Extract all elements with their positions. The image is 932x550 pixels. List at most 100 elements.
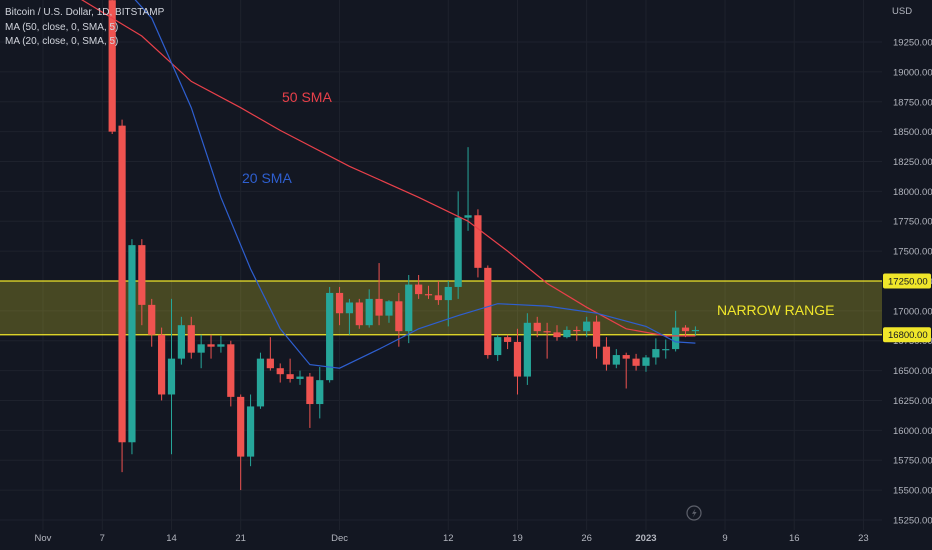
candle[interactable] bbox=[276, 363, 284, 383]
candle[interactable] bbox=[415, 275, 423, 299]
candle[interactable] bbox=[326, 286, 334, 383]
candle[interactable] bbox=[583, 316, 591, 338]
candle-body bbox=[197, 344, 205, 353]
candle[interactable] bbox=[484, 265, 492, 359]
candle[interactable] bbox=[533, 316, 541, 338]
y-tick-label: 17500.00 bbox=[893, 247, 932, 258]
ma20-legend[interactable]: MA (20, close, 0, SMA, 5) bbox=[5, 36, 119, 47]
candle[interactable] bbox=[454, 191, 462, 299]
tradingview-logo-icon[interactable] bbox=[686, 505, 702, 521]
candle-body bbox=[612, 355, 620, 365]
candle[interactable] bbox=[128, 239, 136, 455]
ma20-line[interactable] bbox=[43, 0, 696, 369]
y-tick-label: 16250.00 bbox=[893, 396, 932, 407]
candle-body bbox=[286, 374, 294, 379]
candle[interactable] bbox=[306, 372, 314, 428]
candle[interactable] bbox=[405, 275, 413, 344]
y-tick-label: 19250.00 bbox=[893, 38, 932, 49]
x-tick-label: Nov bbox=[35, 533, 52, 544]
candle[interactable] bbox=[237, 394, 245, 491]
candle[interactable] bbox=[434, 280, 442, 305]
y-tick-label: 15750.00 bbox=[893, 456, 932, 467]
candle[interactable] bbox=[316, 367, 324, 419]
candle[interactable] bbox=[197, 334, 205, 369]
price-axis[interactable]: USD 19250.00 19000.00 18750.00 18500.00 1825… bbox=[882, 0, 932, 550]
candle[interactable] bbox=[632, 353, 640, 371]
candle[interactable] bbox=[592, 315, 601, 359]
candle[interactable] bbox=[464, 147, 472, 231]
candle[interactable] bbox=[573, 326, 581, 341]
candle[interactable] bbox=[513, 328, 522, 395]
candle[interactable] bbox=[523, 313, 531, 385]
y-tick-label: 16500.00 bbox=[893, 366, 932, 377]
candle[interactable] bbox=[158, 327, 166, 401]
candle-body bbox=[415, 284, 423, 295]
candle-body bbox=[335, 292, 344, 314]
candle[interactable] bbox=[681, 325, 690, 338]
candle[interactable] bbox=[207, 334, 215, 359]
candle[interactable] bbox=[246, 394, 255, 467]
candle[interactable] bbox=[286, 358, 294, 383]
candle[interactable] bbox=[553, 325, 561, 341]
candle-body bbox=[592, 321, 601, 347]
candle[interactable] bbox=[395, 292, 403, 347]
candle-body bbox=[543, 331, 551, 333]
candle[interactable] bbox=[424, 285, 433, 299]
price-axis-marker[interactable]: 16800.00 bbox=[883, 327, 931, 343]
candle-body bbox=[316, 380, 324, 405]
candle[interactable] bbox=[642, 355, 650, 372]
candle-body bbox=[138, 245, 146, 305]
candle[interactable] bbox=[227, 340, 235, 407]
candle[interactable] bbox=[148, 298, 156, 347]
candle[interactable] bbox=[503, 334, 512, 350]
candle[interactable] bbox=[256, 352, 265, 409]
ma50-legend[interactable]: MA (50, close, 0, SMA, 5) bbox=[5, 21, 119, 33]
candle[interactable] bbox=[335, 286, 344, 326]
candle-body bbox=[513, 341, 522, 377]
candle[interactable] bbox=[345, 298, 354, 335]
y-tick-label: 16000.00 bbox=[893, 426, 932, 437]
candle[interactable] bbox=[474, 209, 482, 278]
candle-body bbox=[464, 215, 472, 218]
candle[interactable] bbox=[563, 326, 571, 339]
time-axis[interactable]: Nov 7 14 21 Dec 12 19 26 2023 9 16 23 bbox=[35, 533, 869, 544]
candle[interactable] bbox=[118, 119, 126, 473]
candle[interactable] bbox=[187, 316, 195, 359]
symbol-title[interactable]: Bitcoin / U.S. Dollar, 1D, BITSTAMP bbox=[5, 7, 165, 18]
candle-body bbox=[326, 292, 334, 381]
candle-body bbox=[306, 376, 314, 405]
ma50-line[interactable] bbox=[33, 0, 696, 337]
x-tick-label: Dec bbox=[331, 533, 348, 544]
candle[interactable] bbox=[355, 298, 363, 329]
candle-body bbox=[424, 294, 433, 296]
price-axis-marker[interactable]: 17250.00 bbox=[883, 273, 931, 289]
candle[interactable] bbox=[385, 300, 393, 323]
candle[interactable] bbox=[365, 289, 373, 328]
candle-body bbox=[503, 337, 512, 342]
candle[interactable] bbox=[375, 263, 383, 326]
candle[interactable] bbox=[167, 298, 176, 455]
candle[interactable] bbox=[672, 310, 680, 352]
candle[interactable] bbox=[494, 334, 502, 362]
candle[interactable] bbox=[266, 337, 274, 371]
y-tick-label: 17750.00 bbox=[893, 217, 932, 228]
range-band bbox=[0, 280, 882, 336]
candle[interactable] bbox=[177, 316, 185, 365]
x-tick-label: 19 bbox=[512, 533, 523, 544]
candle[interactable] bbox=[602, 337, 611, 371]
candle-body bbox=[662, 349, 670, 351]
candle[interactable] bbox=[652, 338, 660, 365]
candle-body bbox=[177, 325, 185, 359]
candle[interactable] bbox=[662, 339, 670, 359]
candle-body bbox=[128, 245, 136, 443]
candle-body bbox=[237, 396, 245, 457]
candle[interactable] bbox=[296, 370, 304, 385]
candle[interactable] bbox=[691, 326, 699, 336]
candle[interactable] bbox=[543, 322, 551, 359]
candle[interactable] bbox=[138, 239, 146, 326]
candle-body bbox=[395, 301, 403, 332]
candle[interactable] bbox=[612, 349, 620, 369]
candle[interactable] bbox=[622, 352, 630, 389]
candle[interactable] bbox=[217, 335, 225, 353]
